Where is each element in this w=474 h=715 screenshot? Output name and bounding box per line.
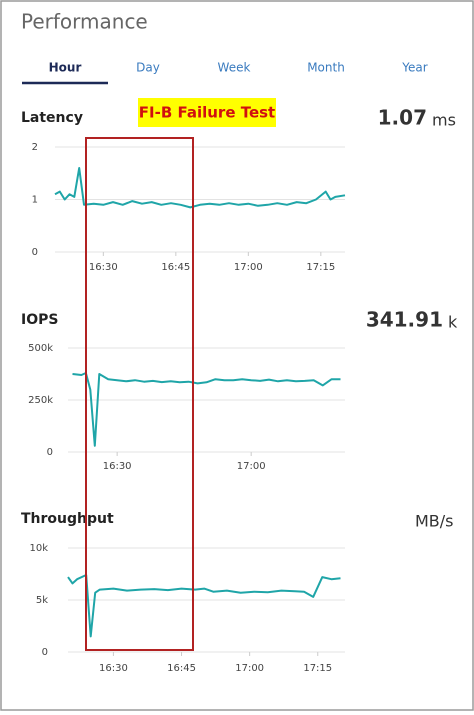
y-tick-label: 5k — [36, 595, 48, 606]
x-tick-label: 16:45 — [167, 663, 196, 674]
x-tick-label: 17:00 — [235, 663, 264, 674]
series-line — [54, 167, 346, 209]
current-value: 1.07 — [378, 106, 427, 130]
chart-title: Latency — [21, 110, 83, 126]
x-tick-label: 16:30 — [99, 663, 128, 674]
unit: ms — [432, 111, 456, 130]
tab[interactable]: Week — [218, 61, 251, 75]
y-tick-label: 0 — [47, 447, 53, 458]
annotation-background — [138, 98, 276, 127]
chart-title: Throughput — [21, 511, 114, 527]
series-line — [72, 372, 341, 447]
annotation-label: FI-B Failure Test — [139, 104, 275, 122]
unit: MB/s — [415, 512, 454, 531]
chart-title: IOPS — [21, 312, 58, 328]
tab[interactable]: Day — [136, 61, 160, 75]
tab[interactable]: Year — [401, 61, 427, 75]
x-tick-label: 16:30 — [89, 262, 118, 273]
y-tick-label: 0 — [32, 247, 38, 258]
y-tick-label: 1 — [32, 195, 38, 206]
x-tick-label: 17:00 — [237, 461, 266, 472]
current-value: 341.91 — [366, 308, 443, 332]
x-tick-label: 17:15 — [306, 262, 335, 273]
y-tick-label: 250k — [28, 395, 53, 406]
page-title: Performance — [21, 10, 148, 34]
y-tick-label: 500k — [28, 343, 53, 354]
tab[interactable]: Month — [307, 61, 345, 75]
x-tick-label: 17:15 — [303, 663, 332, 674]
unit: k — [448, 313, 458, 332]
series-line — [67, 574, 341, 638]
y-tick-label: 0 — [42, 647, 48, 658]
y-tick-label: 10k — [29, 543, 48, 554]
x-tick-label: 16:30 — [103, 461, 132, 472]
y-tick-label: 2 — [32, 142, 38, 153]
tab[interactable]: Hour — [49, 61, 82, 75]
x-tick-label: 17:00 — [234, 262, 263, 273]
x-tick-label: 16:45 — [161, 262, 190, 273]
annotation-box — [85, 137, 194, 651]
